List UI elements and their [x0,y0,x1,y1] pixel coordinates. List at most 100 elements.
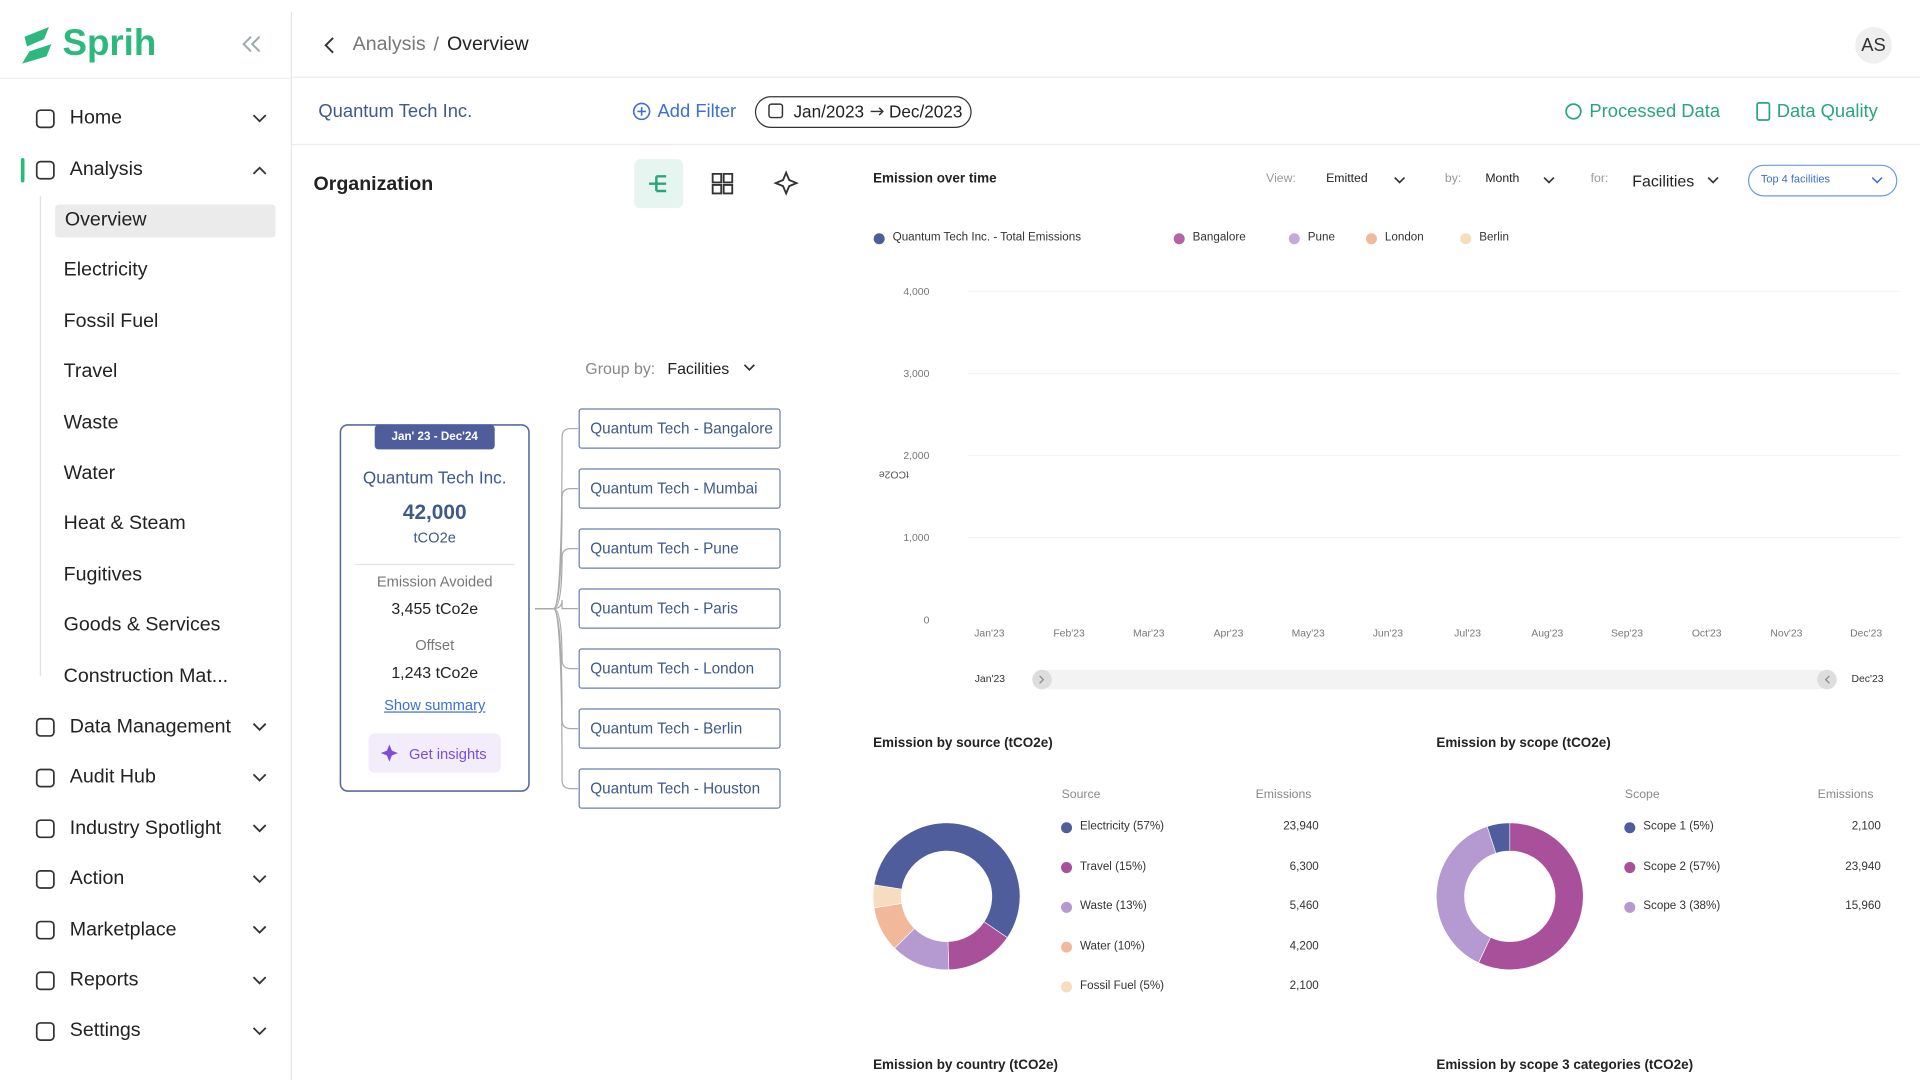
grid-view-btn[interactable] [711,172,734,195]
control-by-label: by: [1444,172,1462,186]
avoided: 3,455 tCo2e [391,599,479,618]
sparkle-icon [380,744,398,762]
nav-icon [35,109,55,129]
date-to: Dec/2023 [888,101,963,122]
nav-subitem[interactable]: Goods & Services [63,614,221,636]
x-tick-label: Oct'23 [1691,626,1722,640]
x-tick-label: Apr'23 [1213,626,1244,640]
y-tick-label: 2,000 [903,449,930,462]
nav-subitem[interactable]: Fossil Fuel [63,310,159,332]
x-tick-label: Jul'23 [1454,626,1482,640]
breadcrumb-current: Overview [446,34,529,56]
tree-icon [648,175,667,193]
column-header: Scope [1624,787,1660,802]
chevron [252,1027,267,1036]
nav-icon [35,870,55,889]
nav-item[interactable]: Reports [69,969,139,991]
control-view-label: View: [1266,172,1296,186]
quality-icon [1756,102,1771,121]
nav-item[interactable]: Settings [69,1020,141,1042]
ai-view-btn[interactable] [773,170,799,196]
facility-name[interactable]: Quantum Tech - Houston [590,780,761,798]
nav-subitem[interactable]: Waste [63,412,119,433]
company-name: Quantum Tech Inc. [318,101,473,122]
nav-item[interactable]: Industry Spotlight [69,817,222,839]
legend-swatch [873,233,885,245]
range-track[interactable] [1040,669,1829,690]
insights-btn[interactable] [368,733,501,773]
chart-title: Emission by scope (tCO2e) [1436,735,1611,751]
control-for[interactable]: Facilities [1632,172,1695,191]
nav-subitem[interactable]: Electricity [63,260,148,281]
legend-label: Berlin [1479,230,1509,245]
processed-data[interactable]: Processed Data [1589,101,1721,122]
facility-box [578,588,781,629]
nav-item[interactable]: Home [69,107,123,129]
range-end: Dec'23 [1851,672,1884,685]
top-dropdown[interactable] [1747,164,1898,197]
legend-label: Electricity (57%) [1080,819,1165,834]
connector [535,487,578,610]
y-axis-label: tCO2e [878,468,909,482]
nav-active-bg [55,204,276,238]
nav-icon [35,160,55,180]
show-summary[interactable]: Show summary [384,696,486,714]
nav-item[interactable]: Marketplace [69,919,177,940]
facility-name[interactable]: Quantum Tech - Paris [590,600,738,618]
control-top[interactable]: Top 4 facilities [1760,172,1831,185]
x-tick-label: Dec'23 [1850,626,1883,640]
logo-icon [22,26,52,64]
y-tick-label: 0 [923,613,930,626]
y-tick-label: 1,000 [903,531,930,544]
donut-slice [1436,826,1497,964]
facility-box [578,528,781,569]
nav-icon [35,717,55,737]
range-handle[interactable] [1817,669,1837,690]
group-by[interactable]: Facilities [667,359,730,378]
nav-item[interactable]: Analysis [69,159,143,181]
data-quality[interactable]: Data Quality [1776,101,1878,122]
date-pill[interactable] [754,96,972,128]
control-by[interactable]: Month [1485,172,1520,186]
facility-name[interactable]: Quantum Tech - London [590,660,755,678]
nav-item[interactable]: Data Management [69,716,231,738]
avatar: AS [1861,34,1886,56]
nav-subitem[interactable]: Overview [64,209,147,231]
chevron [252,723,267,732]
add-filter[interactable]: Add Filter [657,101,737,122]
nav-subitem[interactable]: Travel [63,361,118,383]
nav-item[interactable]: Audit Hub [69,767,156,788]
x-tick-label: Jan'23 [974,626,1005,640]
legend-label: Water (10%) [1080,939,1145,953]
get-insights[interactable]: Get insights [408,745,487,763]
legend-label: Pune [1307,230,1335,245]
breadcrumb-link[interactable]: Analysis [352,34,426,56]
legend-swatch [1061,822,1073,834]
nav-item[interactable]: Action [69,868,125,890]
legend-swatch [1460,233,1472,245]
chevron [252,773,267,782]
collapse-icon[interactable] [242,36,261,53]
facility-name[interactable]: Quantum Tech - Bangalore [590,420,773,438]
org-total: 42,000 [402,500,467,525]
active-indicator [20,157,25,183]
control-view[interactable]: Emitted [1326,172,1368,186]
nav-subitem[interactable]: Fugitives [63,564,143,586]
nav-subitem[interactable]: Heat & Steam [63,513,186,535]
breadcrumb-sep: / [433,33,439,55]
chevron [252,976,267,985]
facility-box [578,708,781,749]
legend-label: Travel (15%) [1080,859,1147,874]
avatar-bg[interactable] [1855,26,1892,64]
connector [535,607,578,790]
facility-name[interactable]: Quantum Tech - Mumbai [590,480,758,498]
facility-name[interactable]: Quantum Tech - Berlin [590,720,743,738]
back-icon[interactable] [324,37,334,54]
donut-slice [872,884,903,909]
nav-subitem[interactable]: Construction Mat... [63,665,229,687]
facility-name[interactable]: Quantum Tech - Pune [590,540,739,558]
add-icon [632,102,651,121]
chart-title: Emission by scope 3 categories (tCO2e) [1436,1057,1694,1073]
range-handle[interactable] [1032,669,1052,690]
nav-subitem[interactable]: Water [63,462,116,484]
